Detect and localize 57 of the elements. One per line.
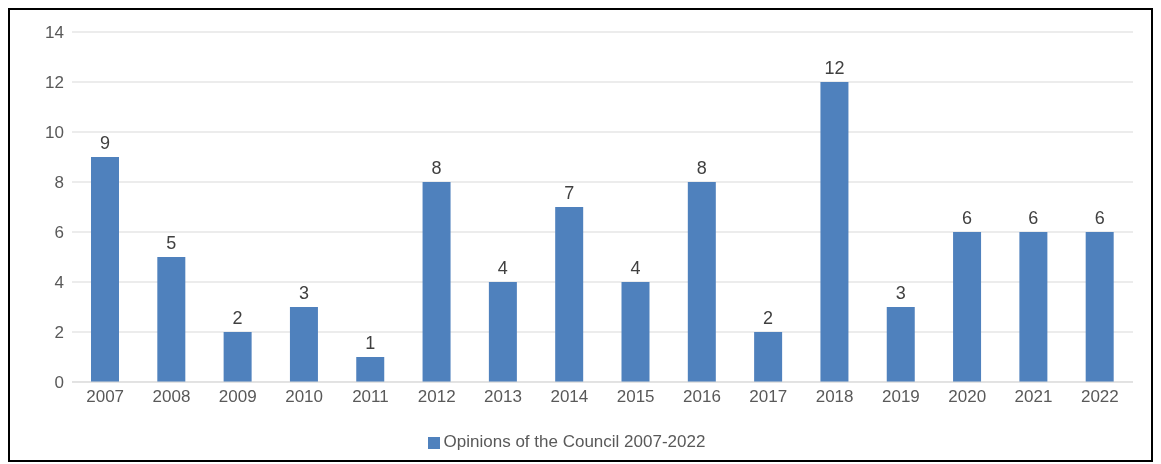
y-tick-label: 2 xyxy=(54,323,64,343)
data-label: 3 xyxy=(298,283,309,303)
y-tick-label: 0 xyxy=(54,373,64,393)
bar xyxy=(1085,232,1114,382)
x-tick-label: 2021 xyxy=(1014,387,1053,407)
x-tick-label: 2016 xyxy=(683,387,721,407)
x-tick-label: 2017 xyxy=(749,387,788,407)
bar xyxy=(223,332,252,382)
data-label: 8 xyxy=(431,158,442,178)
bar xyxy=(953,232,982,382)
y-tick-label: 12 xyxy=(45,73,64,93)
x-tick-label: 2007 xyxy=(86,387,125,407)
data-label: 6 xyxy=(1028,208,1039,228)
data-label: 2 xyxy=(763,308,774,328)
x-tick-label: 2022 xyxy=(1080,387,1119,407)
data-label: 5 xyxy=(166,233,177,253)
y-tick-label: 10 xyxy=(45,123,64,143)
data-label: 1 xyxy=(365,333,376,353)
x-tick-label: 2015 xyxy=(616,387,655,407)
y-tick-label: 8 xyxy=(54,173,64,193)
y-tick-label: 14 xyxy=(45,23,64,43)
data-label: 6 xyxy=(1094,208,1105,228)
bar xyxy=(1019,232,1048,382)
x-tick-label: 2019 xyxy=(881,387,920,407)
x-tick-label: 2009 xyxy=(218,387,257,407)
x-tick-label: 2008 xyxy=(152,387,191,407)
data-label: 6 xyxy=(962,208,973,228)
bar xyxy=(754,332,783,382)
legend-label: Opinions of the Council 2007-2022 xyxy=(443,432,706,451)
data-label: 4 xyxy=(497,258,508,278)
bar xyxy=(422,182,451,382)
bar xyxy=(621,282,650,382)
data-label: 9 xyxy=(99,133,111,153)
bar xyxy=(555,207,584,382)
bar xyxy=(289,307,318,382)
bar xyxy=(157,257,186,382)
x-tick-label: 2012 xyxy=(417,387,456,407)
bar xyxy=(886,307,915,382)
x-tick-label: 2010 xyxy=(285,387,324,407)
x-tick-label: 2018 xyxy=(815,387,854,407)
data-label: 4 xyxy=(630,258,641,278)
x-tick-label: 2014 xyxy=(550,387,589,407)
bar xyxy=(820,82,849,382)
data-label: 12 xyxy=(824,58,845,78)
bar xyxy=(91,157,119,382)
bar xyxy=(687,182,716,382)
bar xyxy=(356,357,385,382)
x-tick-label: 2011 xyxy=(352,387,389,407)
data-label: 3 xyxy=(895,283,906,303)
data-label: 8 xyxy=(696,158,707,178)
x-tick-label: 2020 xyxy=(948,387,987,407)
data-label: 7 xyxy=(564,183,575,203)
data-label: 2 xyxy=(232,308,243,328)
x-tick-label: 2013 xyxy=(484,387,522,407)
y-tick-label: 4 xyxy=(54,273,64,293)
y-tick-label: 6 xyxy=(54,223,64,243)
bar xyxy=(488,282,517,382)
